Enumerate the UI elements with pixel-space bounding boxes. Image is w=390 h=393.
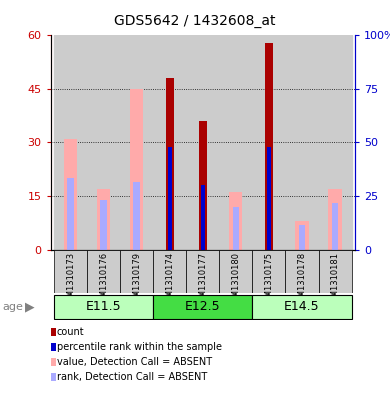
Text: rank, Detection Call = ABSENT: rank, Detection Call = ABSENT (57, 372, 207, 382)
Text: GSM1310173: GSM1310173 (66, 252, 75, 308)
Text: GSM1310174: GSM1310174 (165, 252, 174, 308)
Bar (87, 250, 120, 293)
Text: ▶: ▶ (25, 301, 35, 314)
Bar (252, 250, 285, 293)
Bar (54, 295, 153, 319)
Bar (229, 193, 243, 250)
Bar (285, 250, 319, 293)
Text: GSM1310181: GSM1310181 (331, 252, 340, 308)
Bar (120, 35, 153, 250)
Bar (252, 295, 352, 319)
Bar (153, 35, 186, 250)
Bar (199, 121, 207, 250)
Bar (285, 35, 319, 250)
Text: E11.5: E11.5 (86, 300, 121, 313)
Text: value, Detection Call = ABSENT: value, Detection Call = ABSENT (57, 357, 212, 367)
Bar (265, 42, 273, 250)
Bar (252, 35, 285, 250)
Bar (219, 35, 252, 250)
Bar (153, 250, 186, 293)
Text: age: age (2, 302, 23, 312)
Bar (168, 147, 172, 250)
Bar (186, 35, 219, 250)
Bar (64, 139, 77, 250)
Bar (166, 78, 174, 250)
Bar (120, 250, 153, 293)
Bar (319, 250, 352, 293)
Bar (67, 178, 74, 250)
Text: GSM1310179: GSM1310179 (132, 252, 141, 308)
Bar (319, 35, 352, 250)
Text: GDS5642 / 1432608_at: GDS5642 / 1432608_at (114, 14, 276, 28)
Text: GSM1310180: GSM1310180 (231, 252, 240, 308)
Text: GSM1310175: GSM1310175 (264, 252, 273, 308)
Bar (201, 185, 205, 250)
Bar (54, 250, 87, 293)
Bar (186, 250, 219, 293)
Bar (232, 207, 239, 250)
Text: E12.5: E12.5 (185, 300, 221, 313)
Text: E14.5: E14.5 (284, 300, 320, 313)
Bar (328, 189, 342, 250)
Bar (299, 224, 305, 250)
Text: GSM1310178: GSM1310178 (298, 252, 307, 308)
Bar (100, 200, 107, 250)
Bar (130, 89, 143, 250)
Text: count: count (57, 327, 84, 337)
Bar (332, 203, 339, 250)
Text: GSM1310176: GSM1310176 (99, 252, 108, 308)
Bar (54, 35, 87, 250)
Bar (295, 221, 308, 250)
Text: percentile rank within the sample: percentile rank within the sample (57, 342, 222, 352)
Text: GSM1310177: GSM1310177 (198, 252, 207, 308)
Bar (267, 147, 271, 250)
Bar (219, 250, 252, 293)
Bar (153, 295, 252, 319)
Bar (133, 182, 140, 250)
Bar (87, 35, 120, 250)
Bar (97, 189, 110, 250)
